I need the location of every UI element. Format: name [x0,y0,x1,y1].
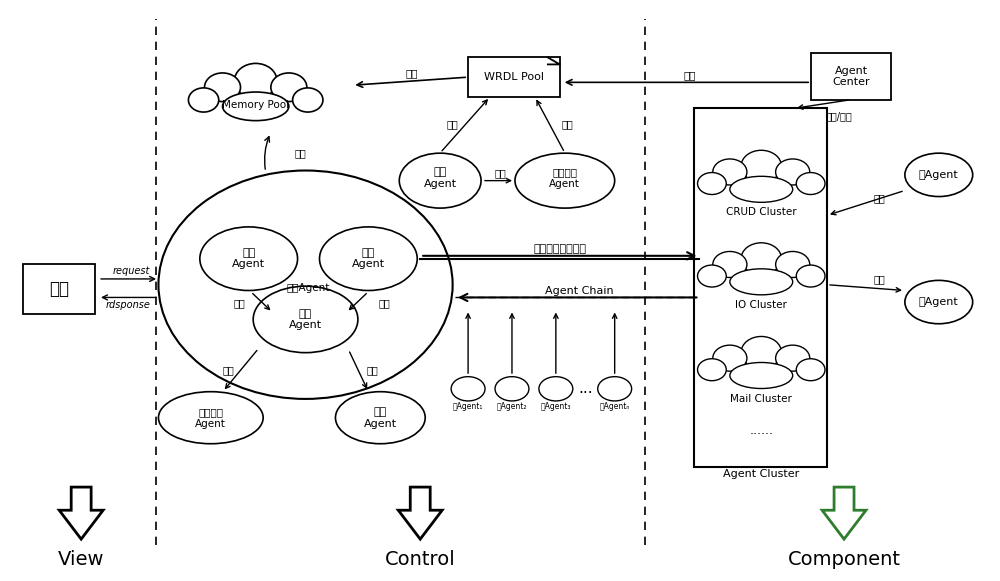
Text: 注册: 注册 [873,193,885,203]
Ellipse shape [539,376,573,401]
Ellipse shape [741,243,781,275]
Ellipse shape [271,73,307,102]
Ellipse shape [713,159,747,185]
Text: 通知: 通知 [494,168,506,178]
Ellipse shape [698,358,726,381]
Text: 语义理解
Agent: 语义理解 Agent [549,167,580,189]
Ellipse shape [200,227,298,290]
Text: 调度
Agent: 调度 Agent [352,248,385,270]
Ellipse shape [158,170,453,399]
Ellipse shape [399,153,481,208]
Ellipse shape [796,173,825,195]
Text: Agent
Center: Agent Center [832,66,870,87]
Bar [694,109,827,467]
Text: 查询: 查询 [295,148,306,158]
Polygon shape [59,487,103,539]
Text: 执行
Agent: 执行 Agent [289,309,322,330]
Text: 元Agent: 元Agent [919,297,959,307]
Text: 监听: 监听 [446,120,458,130]
Ellipse shape [730,176,793,202]
Ellipse shape [713,252,747,278]
Text: 异常处理
Agent: 异常处理 Agent [195,407,226,429]
Ellipse shape [451,376,485,401]
Text: 元Agent₁: 元Agent₁ [453,401,483,411]
Ellipse shape [253,286,358,353]
Ellipse shape [335,392,425,444]
Text: ...: ... [578,381,593,396]
Ellipse shape [776,252,810,278]
Bar [811,53,891,100]
Text: ......: ...... [749,424,773,437]
Ellipse shape [796,358,825,381]
Ellipse shape [158,392,263,444]
Text: 元Agent₂: 元Agent₂ [497,401,527,411]
Ellipse shape [730,363,793,389]
Text: Mail Cluster: Mail Cluster [730,394,792,404]
Text: View: View [58,550,104,569]
Text: 查找、筛选、组装: 查找、筛选、组装 [533,244,586,254]
Ellipse shape [776,159,810,185]
Ellipse shape [713,345,747,371]
Text: 元Agent: 元Agent [919,170,959,180]
Text: 登记/注销: 登记/注销 [826,111,852,121]
Text: IO Cluster: IO Cluster [735,300,787,310]
Ellipse shape [320,227,417,290]
Polygon shape [822,487,866,539]
Text: 存储: 存储 [406,69,418,78]
Polygon shape [398,487,442,539]
Ellipse shape [741,336,781,368]
Ellipse shape [223,92,289,121]
Bar [23,264,95,314]
Ellipse shape [188,88,219,112]
Text: WRDL Pool: WRDL Pool [484,71,544,81]
Ellipse shape [205,73,241,102]
Ellipse shape [905,153,973,196]
Text: 监视: 监视 [223,365,235,375]
Ellipse shape [598,376,632,401]
Ellipse shape [741,150,781,182]
Text: Component: Component [788,550,901,569]
Text: 监测
Agent: 监测 Agent [364,407,397,429]
Ellipse shape [293,88,323,112]
Text: 解析: 解析 [562,120,574,130]
Text: request: request [112,266,150,276]
Text: Control: Control [385,550,456,569]
Ellipse shape [905,281,973,324]
Ellipse shape [698,173,726,195]
Text: 更新: 更新 [683,70,696,80]
Ellipse shape [796,265,825,287]
Text: 监视: 监视 [366,365,378,375]
Text: Memory Pool: Memory Pool [222,101,289,110]
Ellipse shape [234,63,277,98]
Text: 监听
Agent: 监听 Agent [424,167,457,189]
Ellipse shape [776,345,810,371]
Bar [468,58,560,97]
Text: 前端: 前端 [49,281,69,299]
Text: Agent Chain: Agent Chain [545,285,614,296]
Text: 通知: 通知 [378,298,390,309]
Text: rdsponse: rdsponse [106,300,150,310]
Text: Agent Cluster: Agent Cluster [723,469,799,479]
Ellipse shape [495,376,529,401]
Text: 元Agent₃: 元Agent₃ [541,401,571,411]
Ellipse shape [698,265,726,287]
Ellipse shape [730,269,793,295]
Text: 路由
Agent: 路由 Agent [232,248,265,270]
Text: 通知: 通知 [234,298,246,309]
Text: 废弃: 废弃 [873,274,885,284]
Text: 决策Agent: 决策Agent [287,282,330,293]
Text: CRUD Cluster: CRUD Cluster [726,207,797,217]
Text: 元Agentₙ: 元Agentₙ [599,401,630,411]
Ellipse shape [515,153,615,208]
